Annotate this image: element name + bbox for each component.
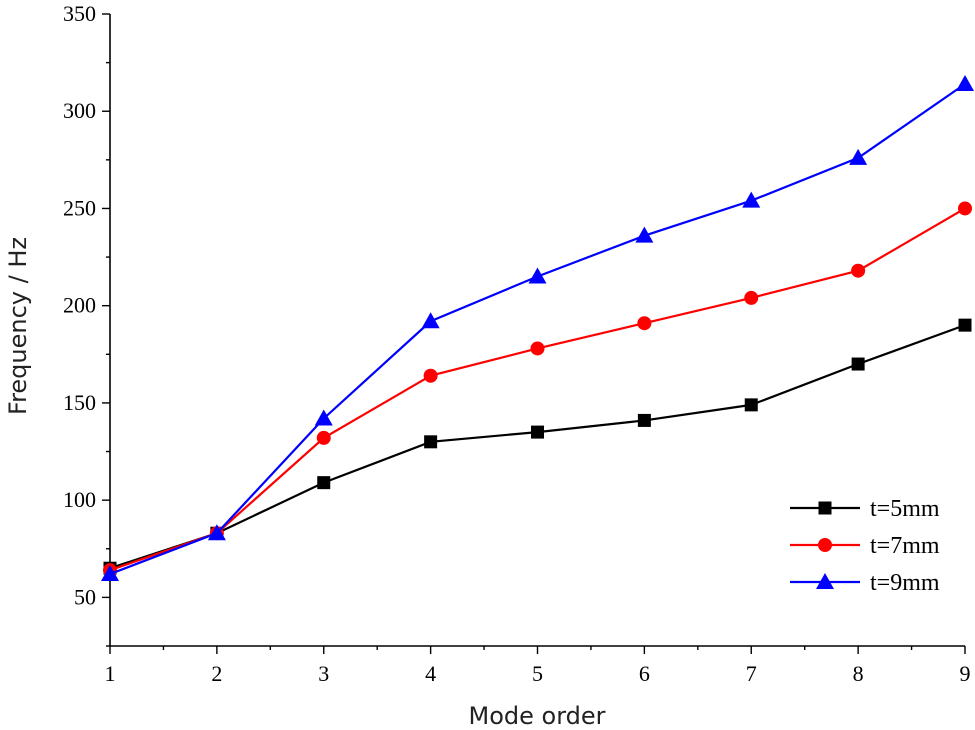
series-layer [101, 75, 974, 582]
y-tick-label: 350 [63, 1, 96, 26]
legend-marker [816, 573, 834, 589]
y-tick-label: 50 [74, 584, 96, 609]
data-point [101, 565, 119, 582]
x-axis-title: Mode order [468, 702, 605, 730]
legend-label: t=9mm [870, 570, 940, 596]
data-point [316, 430, 331, 445]
legend-label: t=7mm [870, 533, 940, 559]
series-1 [103, 201, 972, 578]
x-tick-label: 5 [532, 661, 543, 686]
x-tick-label: 2 [211, 661, 222, 686]
data-point [528, 267, 547, 284]
data-point [635, 226, 654, 243]
data-point [637, 316, 652, 331]
y-tick-label: 150 [63, 390, 96, 415]
legend-marker [818, 538, 832, 552]
y-tick-label: 100 [63, 487, 96, 512]
data-point [314, 409, 333, 426]
legend-item: t=7mm [790, 533, 940, 559]
y-tick-label: 200 [63, 293, 96, 318]
series-2 [101, 75, 974, 582]
x-ticks: 1 2 3 4 5 6 7 8 9 [105, 646, 971, 686]
y-tick-label: 250 [63, 195, 96, 220]
data-point [423, 368, 438, 383]
data-point [958, 318, 972, 332]
x-tick-label: 4 [425, 661, 436, 686]
y-axis-title: Frequency / Hz [4, 237, 32, 415]
data-point [207, 524, 226, 541]
x-tick-label: 1 [105, 661, 116, 686]
legend-marker [818, 501, 832, 515]
legend: t=5mm t=7mm t=9mm [790, 496, 940, 596]
series-0 [103, 318, 972, 575]
data-point [421, 312, 440, 329]
x-tick-label: 3 [318, 661, 329, 686]
legend-item: t=5mm [790, 496, 940, 522]
y-tick-label: 300 [63, 98, 96, 123]
x-tick-label: 8 [853, 661, 864, 686]
data-point [637, 413, 651, 427]
data-point [530, 341, 545, 356]
series-line [109, 324, 966, 570]
data-point [851, 357, 865, 371]
series-line [109, 207, 966, 572]
data-point [742, 191, 761, 208]
x-tick-label: 7 [746, 661, 757, 686]
data-point [424, 435, 438, 449]
legend-label: t=5mm [870, 496, 940, 522]
data-point [531, 425, 544, 439]
series-line [109, 83, 966, 576]
data-point [851, 263, 866, 278]
data-point [317, 476, 331, 490]
axes [109, 14, 965, 647]
x-tick-label: 6 [639, 661, 650, 686]
y-ticks: 50 100 150 200 250 300 350 [63, 1, 110, 647]
legend-item: t=9mm [790, 570, 940, 596]
data-point [849, 148, 868, 165]
data-point [956, 75, 974, 92]
x-tick-label: 9 [960, 661, 971, 686]
data-point [958, 201, 972, 216]
data-point [744, 398, 758, 412]
data-point [744, 290, 759, 305]
